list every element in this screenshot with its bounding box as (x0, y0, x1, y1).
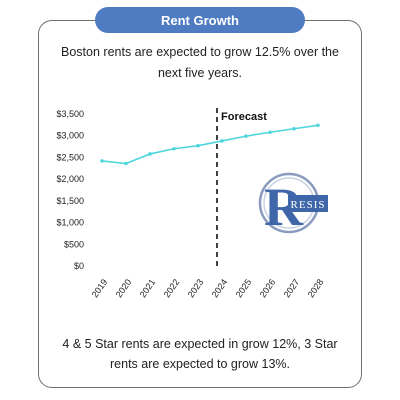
x-tick-label: 2022 (162, 277, 182, 299)
data-point (100, 159, 104, 163)
resis-logo-icon: R RESIS (258, 172, 328, 237)
y-tick-label: $3,000 (56, 131, 84, 141)
data-point (268, 130, 272, 135)
x-tick-label: 2026 (258, 277, 278, 299)
data-point (292, 126, 296, 131)
x-tick-label: 2025 (234, 277, 254, 299)
x-tick-label: 2024 (210, 277, 230, 299)
y-tick-label: $2,000 (56, 174, 84, 184)
rent-series-line (101, 124, 319, 165)
data-point (316, 123, 320, 128)
y-tick-label: $0 (74, 261, 84, 271)
y-tick-label: $2,500 (56, 152, 84, 162)
x-tick-label: 2028 (306, 277, 326, 299)
x-tick-label: 2020 (114, 277, 134, 299)
x-tick-label: 2027 (282, 277, 302, 299)
logo-text: RESIS (291, 199, 326, 211)
data-point (220, 139, 224, 143)
y-tick-label: $500 (64, 239, 84, 249)
data-point (124, 161, 128, 166)
y-tick-label: $1,000 (56, 218, 84, 228)
chart-subtitle: Boston rents are expected to grow 12.5% … (61, 45, 339, 80)
x-tick-label: 2021 (138, 277, 158, 299)
x-tick-label: 2019 (90, 277, 110, 299)
y-tick-label: $1,500 (56, 196, 84, 206)
data-point (244, 134, 248, 138)
chart-title: Rent Growth (95, 7, 305, 33)
forecast-label: Forecast (221, 111, 267, 123)
data-point (196, 143, 200, 148)
data-point (148, 152, 152, 156)
x-tick-label: 2023 (186, 277, 206, 299)
data-point (172, 146, 176, 151)
chart-footnote: 4 & 5 Star rents are expected in grow 12… (62, 337, 338, 371)
y-tick-label: $3,500 (56, 109, 84, 119)
